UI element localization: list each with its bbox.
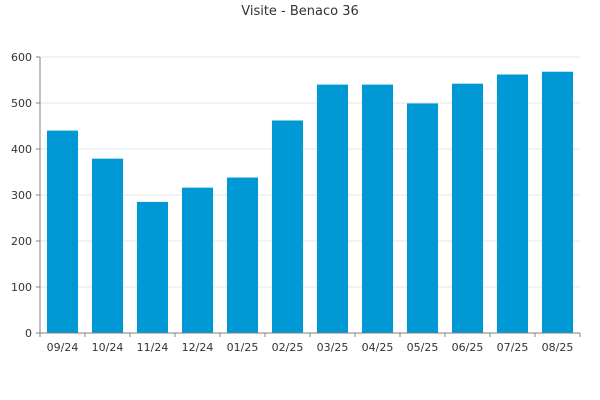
x-tick-label: 09/24 [47, 341, 79, 354]
bar-12-24 [181, 187, 214, 333]
y-tick-label: 300 [11, 189, 32, 202]
bar-04-25 [361, 84, 394, 333]
y-tick-label: 600 [11, 51, 32, 64]
bar-10-24 [91, 158, 124, 333]
x-tick-label: 01/25 [227, 341, 259, 354]
x-tick-label: 11/24 [137, 341, 169, 354]
bar-02-25 [271, 120, 304, 333]
x-tick-label: 03/25 [317, 341, 349, 354]
y-tick-label: 200 [11, 235, 32, 248]
bars [46, 71, 574, 334]
chart-title: Visite - Benaco 36 [241, 4, 359, 19]
bar-01-25 [226, 177, 259, 333]
x-axis-ticks: 09/24 10/24 11/24 12/24 01/25 02/25 03/25 04/25… [39, 333, 581, 354]
x-tick-label: 10/24 [92, 341, 124, 354]
bar-07-25 [496, 74, 529, 333]
y-axis-ticks: 0 100 200 300 400 500 600 [11, 51, 40, 340]
bar-08-25 [541, 71, 574, 333]
y-tick-label: 0 [25, 327, 32, 340]
x-tick-label: 08/25 [542, 341, 574, 354]
bar-03-25 [316, 84, 349, 333]
bar-11-24 [136, 201, 169, 333]
x-tick-label: 07/25 [497, 341, 529, 354]
x-tick-label: 02/25 [272, 341, 304, 354]
y-tick-label: 500 [11, 97, 32, 110]
x-tick-label: 06/25 [452, 341, 484, 354]
x-tick-label: 12/24 [182, 341, 214, 354]
bar-06-25 [451, 83, 484, 334]
x-tick-label: 05/25 [407, 341, 439, 354]
bar-05-25 [406, 103, 439, 334]
y-tick-label: 400 [11, 143, 32, 156]
grid-lines [40, 56, 580, 288]
y-tick-label: 100 [11, 281, 32, 294]
bar-09-24 [46, 130, 79, 333]
x-tick-label: 04/25 [362, 341, 394, 354]
